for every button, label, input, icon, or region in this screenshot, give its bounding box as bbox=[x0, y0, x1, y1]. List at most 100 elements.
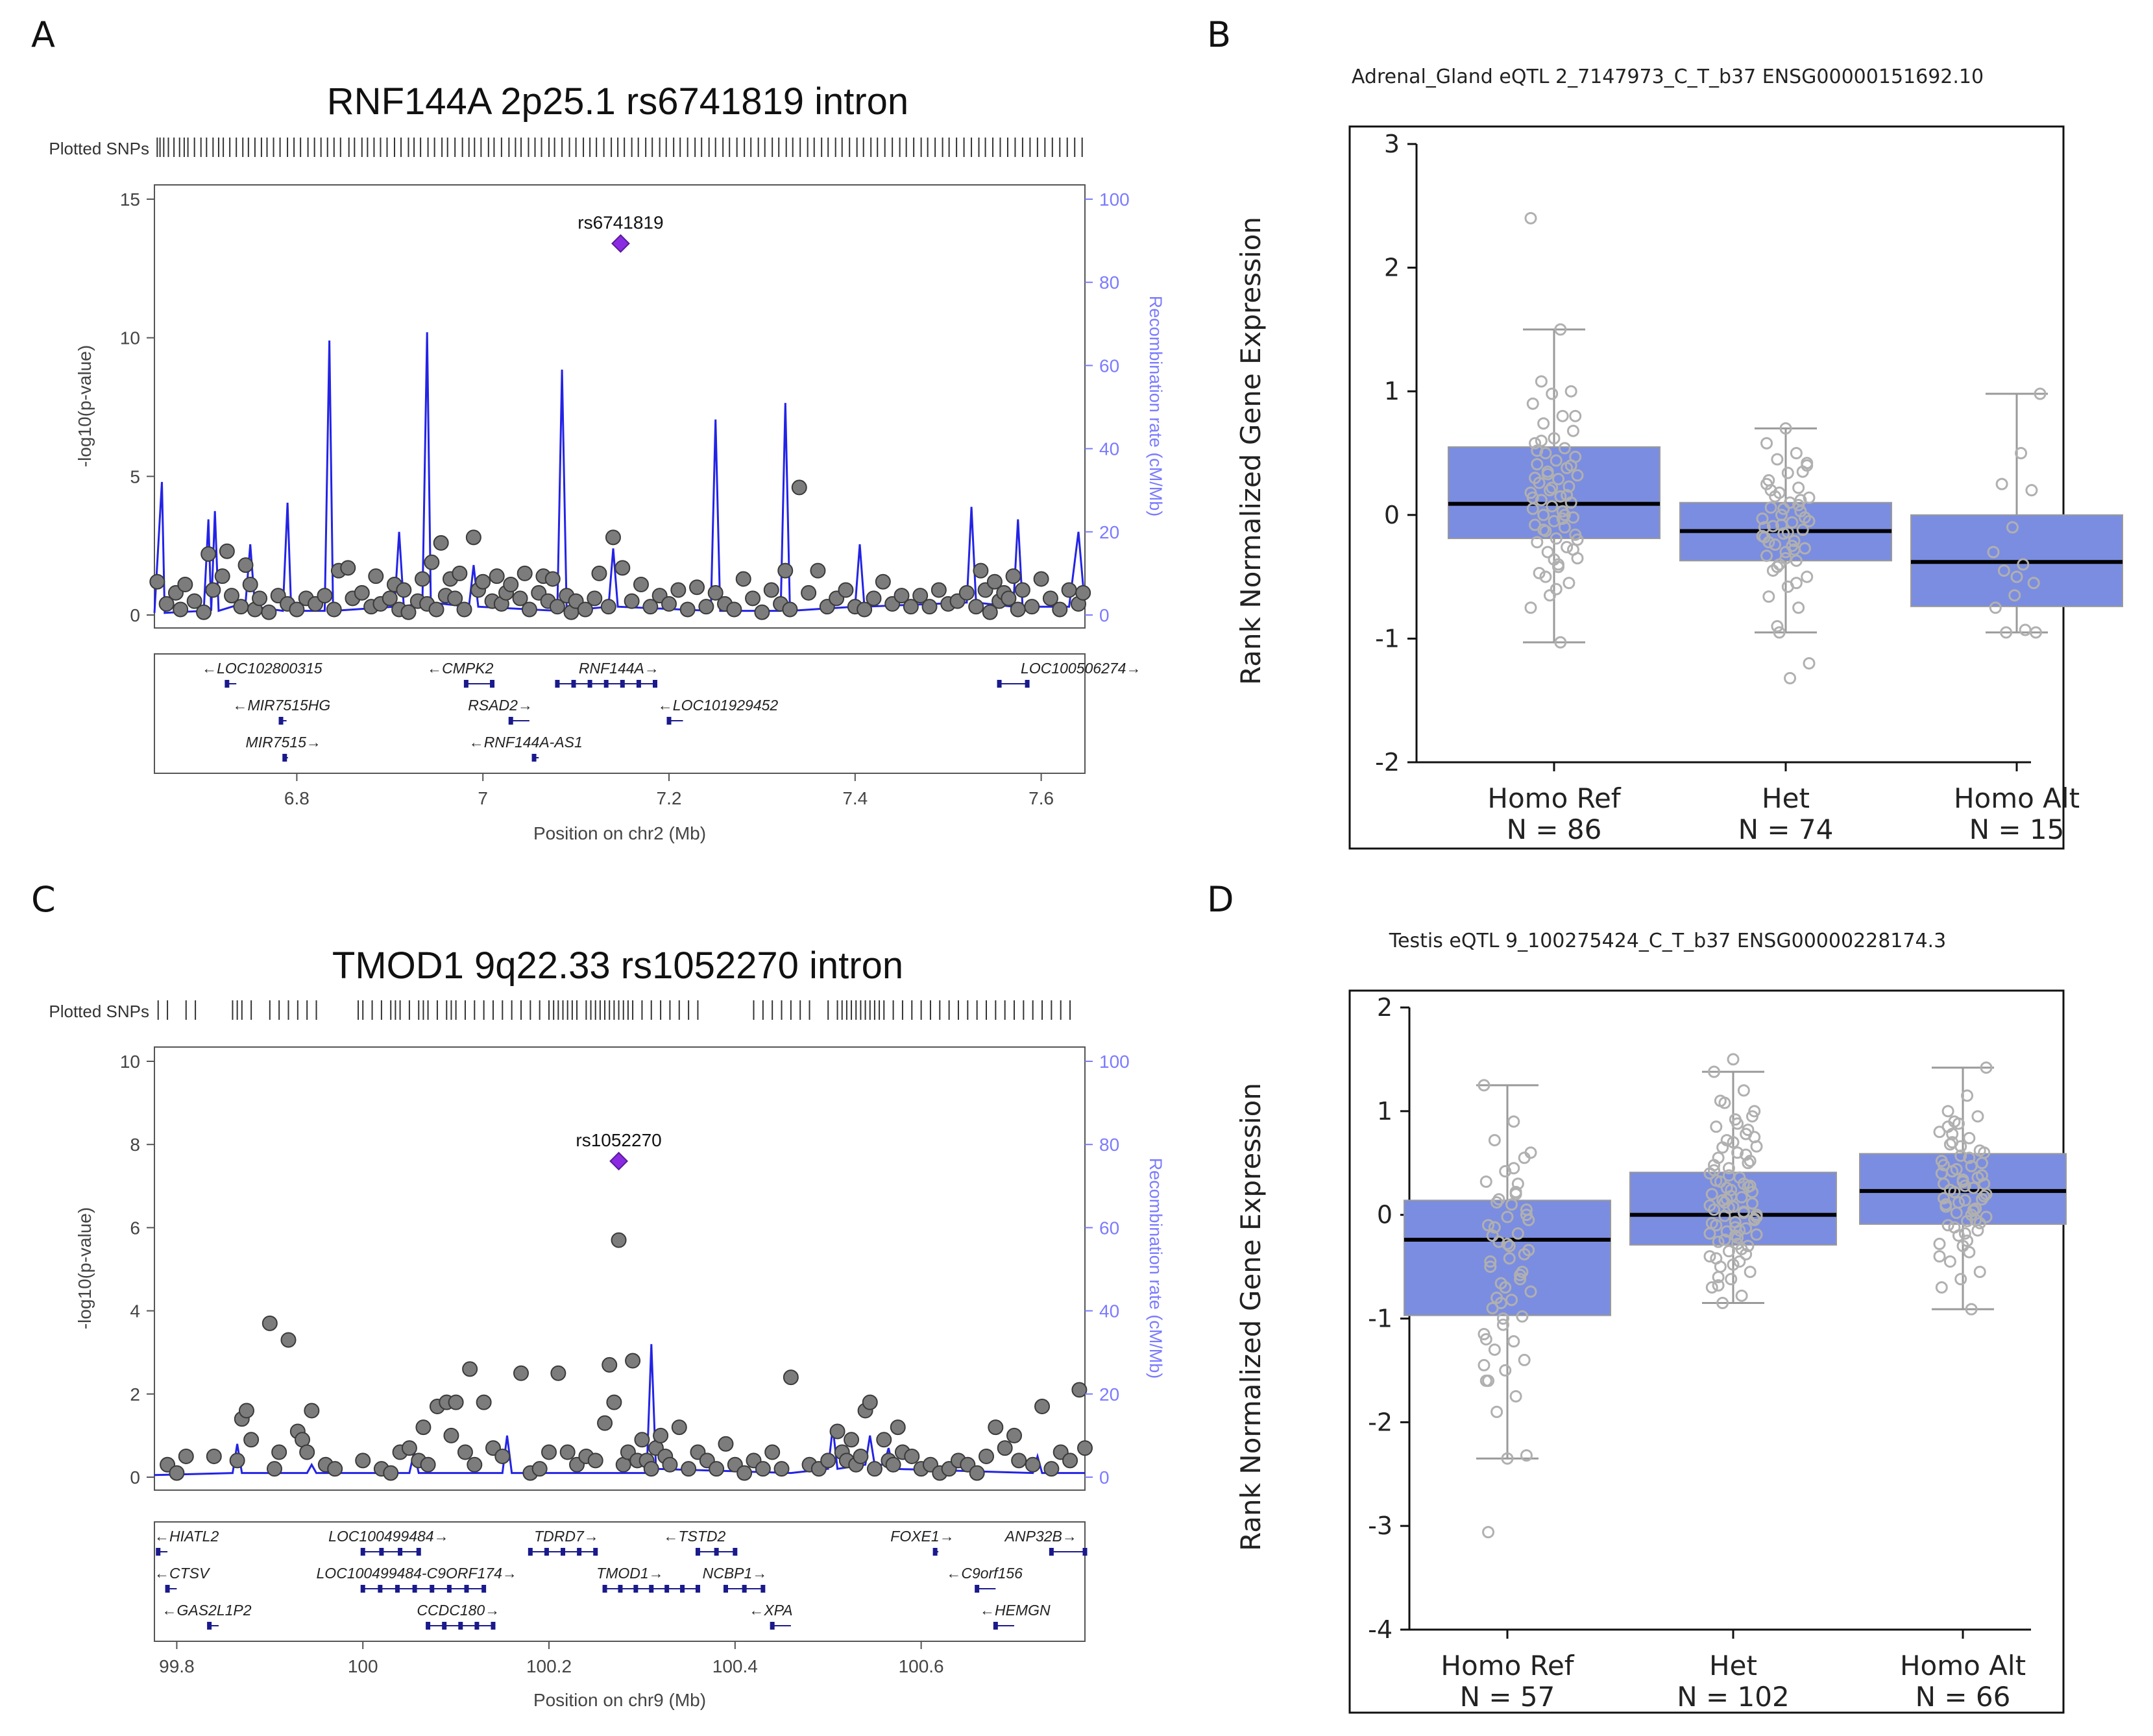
snp-point bbox=[773, 1461, 790, 1477]
snp-point bbox=[1025, 1456, 1041, 1473]
sample-point bbox=[1746, 1110, 1758, 1123]
snp-point bbox=[844, 1432, 860, 1448]
lead-snp-label-c: rs1052270 bbox=[576, 1130, 661, 1150]
gene-label: FOXE1→ bbox=[890, 1528, 954, 1545]
recomb-axis-ticks-a: 0 20 40 60 80 100 bbox=[1085, 189, 1130, 625]
gene-label: ←XPA bbox=[749, 1602, 792, 1619]
recomb-tick-label: 100 bbox=[1099, 1052, 1130, 1072]
sample-point bbox=[1954, 1150, 1967, 1163]
snp-point bbox=[1033, 571, 1049, 587]
eqtl-boxplot-panel-b: Adrenal_Gland eQTL 2_7147973_C_T_b37 ENS… bbox=[1235, 66, 2123, 850]
sample-point bbox=[2000, 626, 2013, 639]
snp-point bbox=[262, 1315, 278, 1331]
gene-label: RNF144A→ bbox=[579, 660, 659, 677]
snp-point bbox=[433, 535, 449, 551]
y-tick-label: 15 bbox=[120, 189, 140, 210]
snp-point bbox=[396, 582, 412, 598]
gene-label: ←GAS2L1P2 bbox=[162, 1602, 251, 1619]
snp-point bbox=[745, 590, 761, 607]
sample-point bbox=[1803, 514, 1816, 527]
snp-point bbox=[624, 593, 640, 609]
gene-exon bbox=[282, 754, 287, 762]
snp-points-c bbox=[160, 1232, 1093, 1481]
snp-point bbox=[549, 599, 565, 615]
gene-exon bbox=[993, 1622, 998, 1630]
y-tick-label: 0 bbox=[1384, 501, 1400, 529]
gene-label: NCBP1→ bbox=[703, 1565, 768, 1582]
sample-point bbox=[1796, 524, 1809, 536]
x-tick-label: 7.4 bbox=[842, 788, 868, 808]
y-axis-ticks-c: 0 2 4 6 8 10 bbox=[120, 1052, 154, 1488]
snp-point bbox=[266, 1461, 282, 1477]
sample-point bbox=[1967, 1181, 1980, 1194]
snp-point bbox=[158, 596, 175, 612]
recomb-tick-label: 40 bbox=[1099, 439, 1119, 459]
snp-point bbox=[982, 604, 998, 620]
gene-track-frame-c bbox=[154, 1521, 1086, 1642]
sample-point bbox=[1935, 1167, 1948, 1180]
sample-point bbox=[1722, 1162, 1735, 1175]
category-label: Homo Alt bbox=[1900, 1650, 2026, 1682]
gene-exon bbox=[490, 680, 495, 688]
snp-point bbox=[415, 1419, 432, 1436]
sample-point bbox=[1742, 1157, 1755, 1170]
snp-point bbox=[600, 599, 616, 615]
sample-point bbox=[1720, 1193, 1733, 1206]
gene-exon bbox=[491, 1622, 496, 1630]
y-tick-label: 10 bbox=[120, 328, 140, 348]
snp-point bbox=[1075, 585, 1091, 601]
y-tick-label: 4 bbox=[130, 1301, 140, 1321]
recomb-tick-label: 20 bbox=[1099, 1384, 1119, 1404]
y-tick-label: 8 bbox=[130, 1135, 140, 1155]
sample-point bbox=[1997, 564, 2010, 577]
gene-exon bbox=[481, 1585, 487, 1593]
x-tick-label: 6.8 bbox=[284, 788, 310, 808]
sample-point bbox=[1533, 566, 1546, 579]
gene-exon bbox=[412, 1585, 417, 1593]
gene-exon bbox=[430, 1585, 435, 1593]
sample-point bbox=[2015, 447, 2028, 459]
sample-point bbox=[1541, 468, 1554, 481]
gene-exon bbox=[398, 1548, 403, 1556]
sample-point bbox=[1963, 1151, 1976, 1164]
category-n-label: N = 57 bbox=[1460, 1681, 1555, 1713]
gene-exon bbox=[593, 1548, 598, 1556]
snp-point bbox=[810, 562, 826, 579]
snp-point bbox=[633, 576, 649, 592]
gene-exon bbox=[636, 680, 641, 688]
sample-point bbox=[1552, 473, 1565, 486]
snp-point bbox=[862, 1394, 878, 1410]
gene-exon bbox=[464, 1585, 469, 1593]
gene-label: ←CTSV bbox=[154, 1565, 211, 1582]
sample-point bbox=[1779, 552, 1792, 565]
sample-point bbox=[1760, 477, 1773, 490]
sample-point bbox=[1731, 1117, 1744, 1130]
sample-point bbox=[1946, 1127, 1959, 1140]
gene-exon bbox=[603, 680, 609, 688]
gene-label: ANP32B→ bbox=[1004, 1528, 1077, 1545]
sample-point bbox=[1758, 521, 1771, 534]
sample-point bbox=[1971, 1171, 1984, 1184]
sample-point bbox=[1792, 481, 1805, 494]
sample-point bbox=[1514, 1273, 1527, 1286]
sample-point bbox=[1744, 1155, 1757, 1168]
gene-track-frame-a bbox=[154, 653, 1086, 774]
sample-point bbox=[1499, 1281, 1512, 1294]
x-tick-label: 99.8 bbox=[159, 1656, 195, 1676]
snp-point bbox=[611, 1232, 627, 1248]
sample-point bbox=[1548, 514, 1561, 527]
sample-point bbox=[1703, 1250, 1716, 1263]
snp-point bbox=[643, 1461, 659, 1477]
gene-exon bbox=[360, 1585, 365, 1593]
snp-point bbox=[853, 1448, 869, 1464]
snp-point bbox=[829, 1423, 845, 1440]
sample-point bbox=[1511, 1227, 1524, 1240]
lead-snp-marker bbox=[611, 234, 630, 253]
snp-point bbox=[452, 565, 468, 581]
sample-point bbox=[1978, 1146, 1991, 1159]
gene-exon bbox=[649, 1585, 654, 1593]
sample-point bbox=[1714, 1094, 1727, 1107]
gene-exon bbox=[165, 1585, 170, 1593]
sample-point bbox=[1564, 385, 1577, 398]
sample-point bbox=[2029, 626, 2042, 639]
